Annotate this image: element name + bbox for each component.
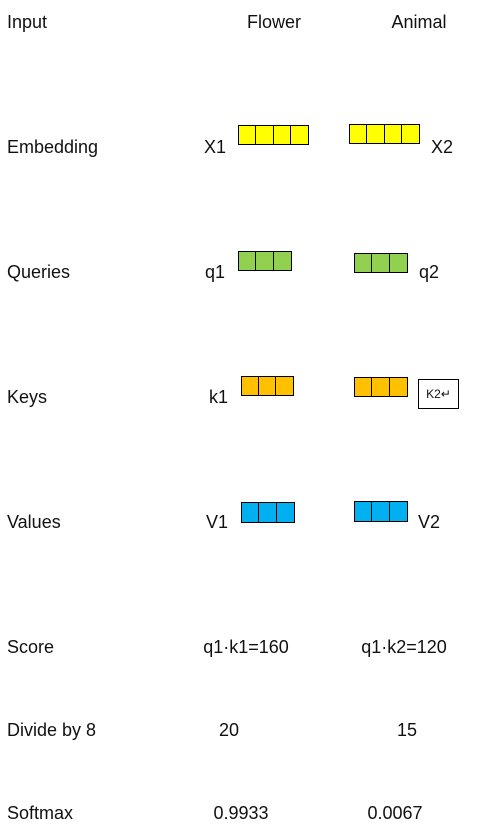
vector-cell xyxy=(372,502,390,521)
embedding-vector-x1 xyxy=(238,125,309,145)
row-label-score: Score xyxy=(7,637,55,657)
vector-cell xyxy=(355,502,373,521)
key-vector-k2 xyxy=(354,377,408,397)
value-vector-v1 xyxy=(241,502,295,523)
divide-flower: 20 xyxy=(218,720,240,740)
row-label-divide: Divide by 8 xyxy=(7,720,97,740)
key-k2-label-box: K2↵ xyxy=(418,379,459,409)
query-vector-q2 xyxy=(354,253,408,273)
row-label-queries: Queries xyxy=(7,262,71,282)
vector-cell xyxy=(276,503,294,522)
embedding-vector-x2 xyxy=(349,124,420,144)
row-label-keys: Keys xyxy=(7,387,48,407)
vector-cell xyxy=(389,378,407,396)
vector-cell xyxy=(259,503,277,522)
vector-cell xyxy=(389,502,407,521)
divide-animal: 15 xyxy=(396,720,418,740)
row-label-softmax: Softmax xyxy=(7,803,74,823)
vector-cell xyxy=(239,252,257,270)
score-animal: q1·k2=120 xyxy=(361,637,447,657)
keys-left-label: k1 xyxy=(209,387,229,407)
vector-cell xyxy=(355,378,373,396)
embedding-left-label: X1 xyxy=(204,137,227,157)
row-label-embedding: Embedding xyxy=(7,137,99,157)
vector-cell xyxy=(242,503,260,522)
value-vector-v2 xyxy=(354,501,408,522)
vector-cell xyxy=(355,254,373,272)
vector-cell xyxy=(256,252,274,270)
vector-cell xyxy=(256,126,274,144)
values-right-label: V2 xyxy=(418,512,441,532)
score-flower: q1·k1=160 xyxy=(203,637,289,657)
vector-cell xyxy=(273,252,291,270)
queries-left-label: q1 xyxy=(205,262,226,282)
embedding-right-label: X2 xyxy=(431,137,454,157)
vector-cell xyxy=(372,378,390,396)
queries-right-label: q2 xyxy=(419,262,440,282)
vector-cell xyxy=(273,126,291,144)
vector-cell xyxy=(275,377,293,395)
vector-cell xyxy=(350,125,368,143)
values-left-label: V1 xyxy=(206,512,229,532)
softmax-flower: 0.9933 xyxy=(213,803,269,823)
query-vector-q1 xyxy=(238,251,292,271)
vector-cell xyxy=(367,125,385,143)
vector-cell xyxy=(372,254,390,272)
vector-cell xyxy=(239,126,257,144)
column-header-flower: Flower xyxy=(246,12,302,32)
vector-cell xyxy=(290,126,308,144)
vector-cell xyxy=(242,377,259,395)
input-label: Input xyxy=(7,12,48,32)
vector-cell xyxy=(389,254,407,272)
column-header-animal: Animal xyxy=(391,12,447,32)
key-vector-k1 xyxy=(241,376,294,396)
softmax-animal: 0.0067 xyxy=(367,803,423,823)
vector-cell xyxy=(384,125,402,143)
vector-cell xyxy=(401,125,419,143)
vector-cell xyxy=(258,377,276,395)
row-label-values: Values xyxy=(7,512,61,532)
